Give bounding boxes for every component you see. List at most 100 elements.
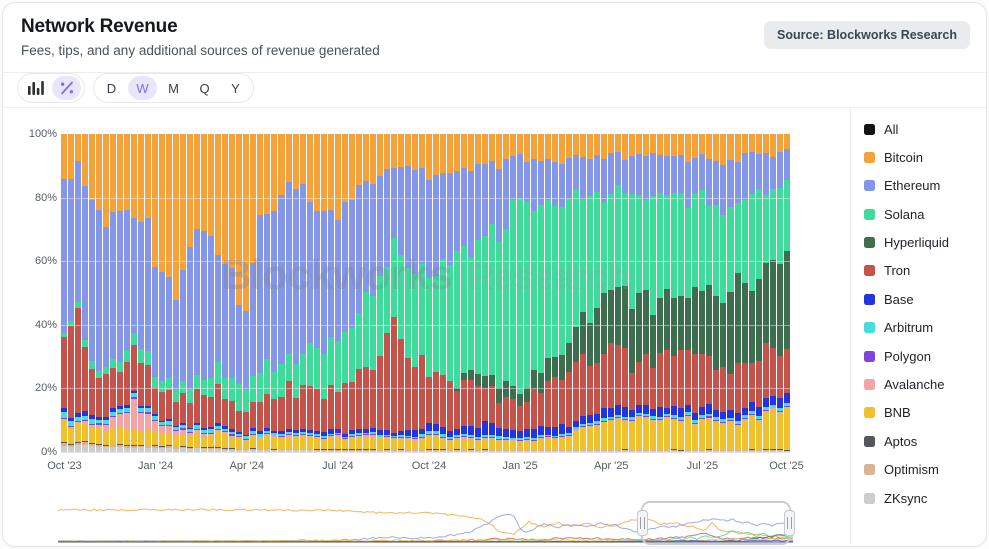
bar-week-55[interactable] — [446, 134, 453, 452]
legend-item-avalanche[interactable]: Avalanche — [864, 375, 989, 395]
bar-week-17[interactable] — [180, 134, 187, 452]
bar-week-88[interactable] — [678, 134, 685, 452]
bar-week-39[interactable] — [334, 134, 341, 452]
legend-item-aptos[interactable]: Aptos — [864, 431, 989, 451]
bar-week-9[interactable] — [124, 134, 131, 452]
bar-week-83[interactable] — [643, 134, 650, 452]
bar-week-2[interactable] — [75, 134, 82, 452]
bar-week-23[interactable] — [222, 134, 229, 452]
bar-week-3[interactable] — [82, 134, 89, 452]
bar-week-19[interactable] — [194, 134, 201, 452]
bar-week-33[interactable] — [292, 134, 299, 452]
legend-item-bitcoin[interactable]: Bitcoin — [864, 147, 989, 167]
bar-week-51[interactable] — [418, 134, 425, 452]
bar-week-24[interactable] — [229, 134, 236, 452]
bar-week-16[interactable] — [173, 134, 180, 452]
bar-week-50[interactable] — [411, 134, 418, 452]
bar-week-49[interactable] — [404, 134, 411, 452]
bar-week-1[interactable] — [68, 134, 75, 452]
bar-week-90[interactable] — [692, 134, 699, 452]
bar-week-85[interactable] — [657, 134, 664, 452]
bar-week-31[interactable] — [278, 134, 285, 452]
bar-week-48[interactable] — [397, 134, 404, 452]
bar-week-57[interactable] — [460, 134, 467, 452]
bar-week-21[interactable] — [208, 134, 215, 452]
legend-item-bnb[interactable]: BNB — [864, 403, 989, 423]
bar-week-86[interactable] — [664, 134, 671, 452]
range-button-q[interactable]: Q — [199, 80, 210, 96]
bar-week-99[interactable] — [755, 134, 762, 452]
bar-week-25[interactable] — [236, 134, 243, 452]
bar-week-94[interactable] — [720, 134, 727, 452]
bar-week-89[interactable] — [685, 134, 692, 452]
bar-week-42[interactable] — [355, 134, 362, 452]
bar-week-13[interactable] — [152, 134, 159, 452]
bar-week-79[interactable] — [615, 134, 622, 452]
bar-week-63[interactable] — [502, 134, 509, 452]
bar-week-84[interactable] — [650, 134, 657, 452]
bar-week-93[interactable] — [713, 134, 720, 452]
bar-week-35[interactable] — [306, 134, 313, 452]
bar-week-46[interactable] — [383, 134, 390, 452]
bar-week-73[interactable] — [573, 134, 580, 452]
bar-week-6[interactable] — [103, 134, 110, 452]
bar-week-7[interactable] — [110, 134, 117, 452]
bar-week-62[interactable] — [495, 134, 502, 452]
legend-item-solana[interactable]: Solana — [864, 204, 989, 224]
bar-week-96[interactable] — [734, 134, 741, 452]
range-button-y[interactable]: Y — [231, 80, 240, 96]
legend-item-all[interactable]: All — [864, 119, 989, 139]
bar-week-101[interactable] — [769, 134, 776, 452]
bar-week-20[interactable] — [201, 134, 208, 452]
bar-week-29[interactable] — [264, 134, 271, 452]
bar-week-54[interactable] — [439, 134, 446, 452]
bar-week-60[interactable] — [481, 134, 488, 452]
bar-week-58[interactable] — [467, 134, 474, 452]
bar-week-97[interactable] — [741, 134, 748, 452]
bar-week-8[interactable] — [117, 134, 124, 452]
bar-week-52[interactable] — [425, 134, 432, 452]
timeline-navigator[interactable] — [58, 491, 795, 549]
bar-week-81[interactable] — [629, 134, 636, 452]
bar-week-77[interactable] — [601, 134, 608, 452]
bar-week-56[interactable] — [453, 134, 460, 452]
bar-week-45[interactable] — [376, 134, 383, 452]
brush-left-handle[interactable] — [636, 510, 648, 536]
range-button-m[interactable]: M — [168, 80, 179, 96]
bar-week-10[interactable] — [131, 134, 138, 452]
bar-week-34[interactable] — [299, 134, 306, 452]
bar-week-78[interactable] — [608, 134, 615, 452]
brush-right-handle[interactable] — [783, 510, 795, 536]
bar-week-64[interactable] — [510, 134, 517, 452]
bar-week-75[interactable] — [587, 134, 594, 452]
bar-week-74[interactable] — [580, 134, 587, 452]
bar-week-66[interactable] — [524, 134, 531, 452]
bar-week-59[interactable] — [474, 134, 481, 452]
range-button-d[interactable]: D — [106, 80, 117, 96]
bar-week-92[interactable] — [706, 134, 713, 452]
bar-week-37[interactable] — [320, 134, 327, 452]
bar-week-15[interactable] — [166, 134, 173, 452]
bar-week-14[interactable] — [159, 134, 166, 452]
bar-week-5[interactable] — [96, 134, 103, 452]
bar-week-98[interactable] — [748, 134, 755, 452]
bar-week-44[interactable] — [369, 134, 376, 452]
range-button-w[interactable]: W — [128, 76, 157, 100]
bar-week-61[interactable] — [488, 134, 495, 452]
legend-item-hyperliquid[interactable]: Hyperliquid — [864, 233, 989, 253]
bar-week-80[interactable] — [622, 134, 629, 452]
bar-week-72[interactable] — [566, 134, 573, 452]
bar-week-43[interactable] — [362, 134, 369, 452]
bar-week-95[interactable] — [727, 134, 734, 452]
bar-week-91[interactable] — [699, 134, 706, 452]
bar-week-100[interactable] — [762, 134, 769, 452]
bar-week-4[interactable] — [89, 134, 96, 452]
bar-week-0[interactable] — [61, 134, 68, 452]
legend-item-arbitrum[interactable]: Arbitrum — [864, 318, 989, 338]
bar-week-68[interactable] — [538, 134, 545, 452]
bar-week-26[interactable] — [243, 134, 250, 452]
bar-week-69[interactable] — [545, 134, 552, 452]
bar-week-41[interactable] — [348, 134, 355, 452]
legend-item-zksync[interactable]: ZKsync — [864, 488, 989, 508]
legend-item-base[interactable]: Base — [864, 289, 989, 309]
